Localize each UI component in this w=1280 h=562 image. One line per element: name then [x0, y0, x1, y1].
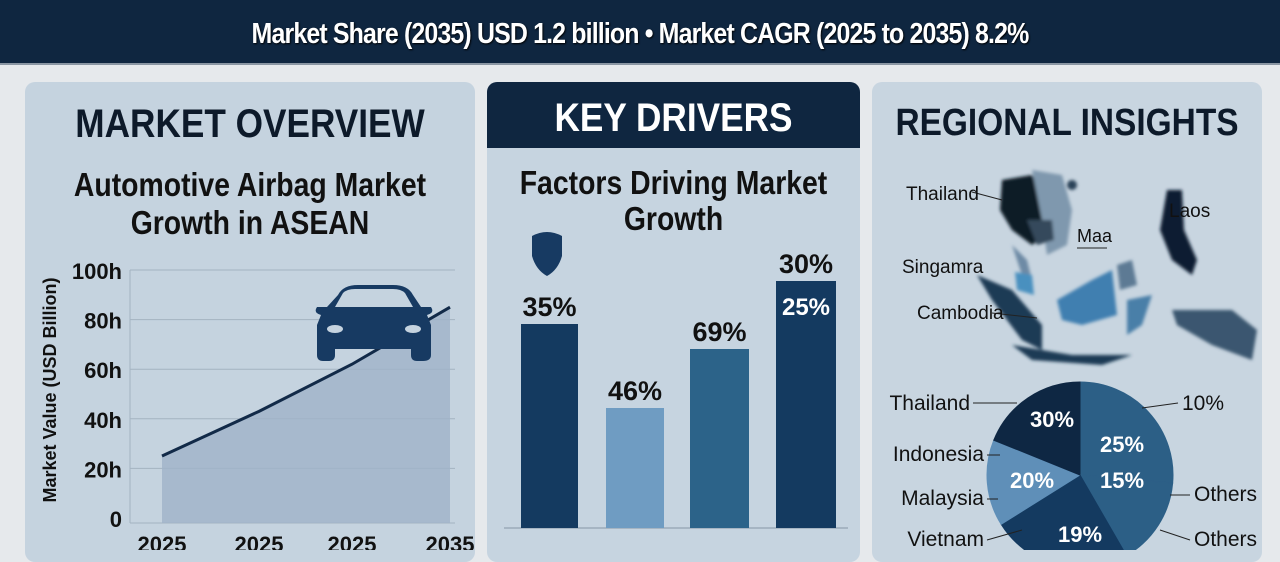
pie-label: Others — [1194, 528, 1257, 550]
map-label: Cambodia — [917, 303, 1004, 324]
pie-label: Vietnam — [907, 528, 984, 550]
slice-value-label: 20% — [1010, 468, 1054, 493]
leader-line — [1142, 403, 1178, 408]
map-label: Thailand — [906, 184, 979, 205]
bar-data-label: 35% — [522, 292, 576, 322]
bar-data-label: 30% — [779, 249, 833, 279]
pie-label: Others — [1194, 483, 1257, 506]
map-label: Singamra — [902, 257, 984, 278]
panel-title: REGIONAL INSIGHTS — [895, 102, 1238, 145]
pie-label: Thailand — [889, 392, 970, 415]
pie-chart: 25% 15% 19% 20% 30% Thailand Indonesia Malaysia… — [872, 370, 1272, 550]
slice-value-label: 30% — [1030, 407, 1074, 432]
asean-map: Thailand Laos Maa Singamra Cambodia — [872, 150, 1262, 370]
pie-label: 10% — [1182, 392, 1224, 415]
pie-label: Indonesia — [893, 443, 984, 466]
bar-inner-label: 25% — [782, 294, 830, 321]
slice-value-label: 19% — [1058, 522, 1102, 547]
pie-label: Malaysia — [901, 487, 984, 510]
bar-chart: 35% 46% 69% 30% 25% — [0, 0, 870, 550]
bar — [521, 324, 578, 528]
slice-value-label: 15% — [1100, 468, 1144, 493]
leader-line — [1160, 530, 1190, 540]
bar — [690, 349, 749, 528]
map-label: Laos — [1169, 201, 1210, 222]
bar-data-label: 46% — [608, 376, 662, 406]
slice-value-label: 25% — [1100, 432, 1144, 457]
map-label: Maa — [1077, 226, 1113, 246]
shield-icon — [532, 232, 562, 276]
bar — [606, 408, 664, 528]
map-shapes — [977, 170, 1257, 365]
bar-data-label: 69% — [692, 317, 746, 347]
